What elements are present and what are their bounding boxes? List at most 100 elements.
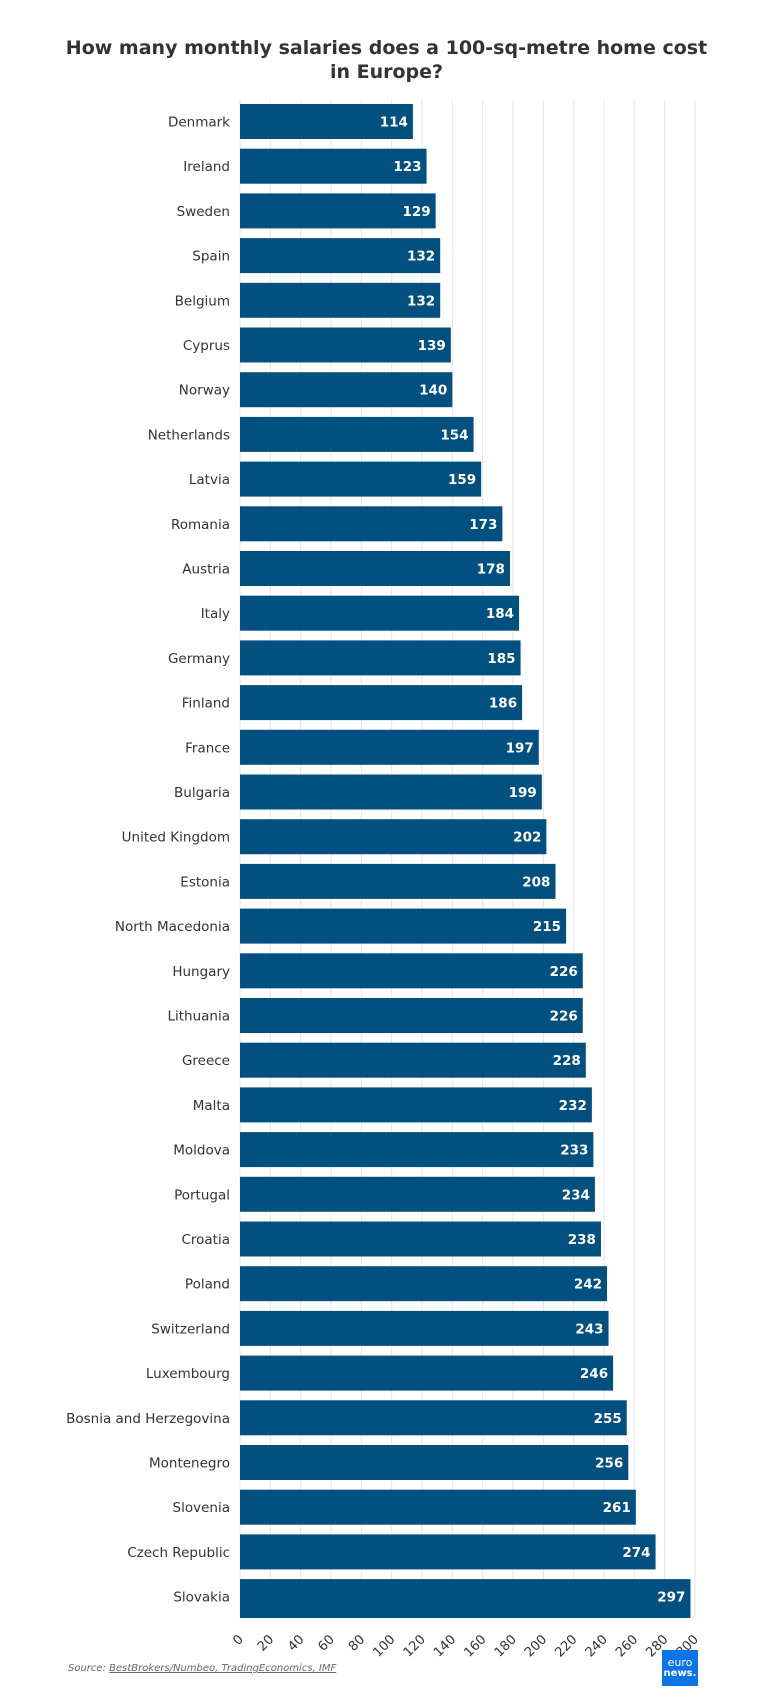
source-link[interactable]: BestBrokers/Numbeo, TradingEconomics, IM… [109,1663,337,1674]
data-label: 178 [477,562,505,578]
bar [240,595,520,631]
data-label: 215 [533,919,561,935]
data-label: 202 [513,830,541,846]
data-label: 159 [448,472,476,488]
category-label: Portugal [174,1187,230,1203]
data-label: 199 [509,785,537,801]
data-label: 232 [559,1098,587,1114]
data-label: 228 [553,1053,581,1069]
bar [240,953,583,989]
data-label: 246 [580,1366,608,1382]
category-label: Hungary [172,964,230,980]
x-tick-label: 100 [370,1632,398,1660]
bar [240,1445,629,1480]
data-label: 233 [560,1143,588,1159]
logo-line-1: euro [667,1656,693,1669]
bar [240,1400,627,1436]
category-label: Germany [168,651,230,667]
source-prefix: Source: [68,1663,110,1674]
category-label: Cyprus [183,338,230,354]
data-label: 186 [489,696,517,712]
bar [240,1534,656,1570]
category-label: Bulgaria [174,785,230,801]
category-label: France [185,740,230,756]
x-tick-label: 40 [285,1632,307,1654]
data-label: 256 [595,1456,623,1472]
bar [240,640,521,676]
category-label: Czech Republic [127,1545,230,1561]
x-tick-label: 120 [401,1632,429,1660]
data-label: 274 [622,1545,650,1561]
bar [240,863,556,899]
bar [240,148,427,184]
bar [240,506,503,542]
data-label: 154 [440,427,468,443]
data-label: 132 [407,293,435,309]
bar [240,998,583,1033]
bar [240,1355,614,1391]
data-label: 173 [469,517,497,533]
bar [240,1132,594,1168]
x-tick-label: 200 [522,1632,550,1660]
x-tick-label: 80 [346,1632,368,1654]
x-tick-label: 180 [492,1632,520,1660]
bar [240,819,547,855]
category-label: Italy [201,606,230,622]
category-label: Malta [193,1098,230,1114]
category-label: Montenegro [149,1456,230,1472]
x-tick-label: 0 [230,1632,246,1648]
x-tick-label: 160 [461,1632,489,1660]
x-tick-label: 140 [431,1632,459,1660]
category-label: Croatia [181,1232,230,1248]
bar [240,461,482,497]
x-tick-label: 20 [255,1632,277,1654]
data-label: 208 [522,874,550,890]
x-tick-label: 220 [552,1632,580,1660]
bar [240,193,436,229]
data-label: 197 [506,740,534,756]
bar [240,1310,609,1346]
bar [240,238,441,274]
data-labels: 114 123 129 132 132 139 140 154 159 173 178 184 185 1… [380,115,686,1606]
data-label: 242 [574,1277,602,1293]
bar [240,282,441,318]
bar [240,1221,601,1257]
category-label: Luxembourg [146,1366,230,1382]
data-label: 261 [603,1500,631,1516]
category-label: Finland [182,696,230,712]
category-label: Netherlands [148,427,230,443]
data-label: 255 [594,1411,622,1427]
data-label: 297 [657,1590,685,1606]
category-label: Denmark [168,115,230,131]
category-label: Latvia [189,472,230,488]
logo-line-2: news. [663,1668,697,1679]
category-label: Slovenia [173,1500,230,1516]
bar [240,1087,592,1123]
bar [240,1266,608,1302]
euronews-logo: euro news. [662,1650,698,1686]
x-tick-label: 240 [583,1632,611,1660]
data-label: 234 [562,1187,590,1203]
chart-title: How many monthly salaries does a 100-sq-… [65,37,708,83]
bar [240,551,510,586]
x-axis-ticks: 0 20 40 60 80 100 120 140 160 180 200 220 240 260 280 3… [230,1632,701,1660]
category-label: Estonia [180,874,230,890]
bars [240,104,691,1618]
data-label: 140 [419,383,447,399]
bar [240,1176,595,1212]
data-label: 132 [407,249,435,265]
data-label: 139 [418,338,446,354]
bar [240,1489,636,1525]
data-label: 243 [575,1321,603,1337]
bar [240,774,542,810]
category-label: Greece [182,1053,230,1069]
category-label: Belgium [175,293,230,309]
category-label: Slovakia [173,1590,230,1606]
data-label: 226 [550,1009,578,1025]
x-tick-label: 60 [316,1632,338,1654]
data-label: 184 [486,606,514,622]
category-label: Moldova [173,1143,230,1159]
category-label: Ireland [183,159,230,175]
x-tick-label: 260 [613,1632,641,1660]
